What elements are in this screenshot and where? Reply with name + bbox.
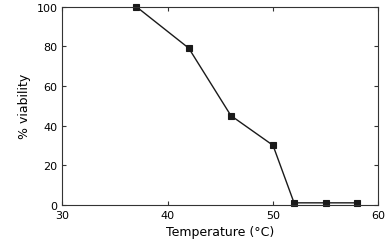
X-axis label: Temperature (°C): Temperature (°C) — [166, 225, 275, 238]
Y-axis label: % viability: % viability — [18, 74, 31, 139]
